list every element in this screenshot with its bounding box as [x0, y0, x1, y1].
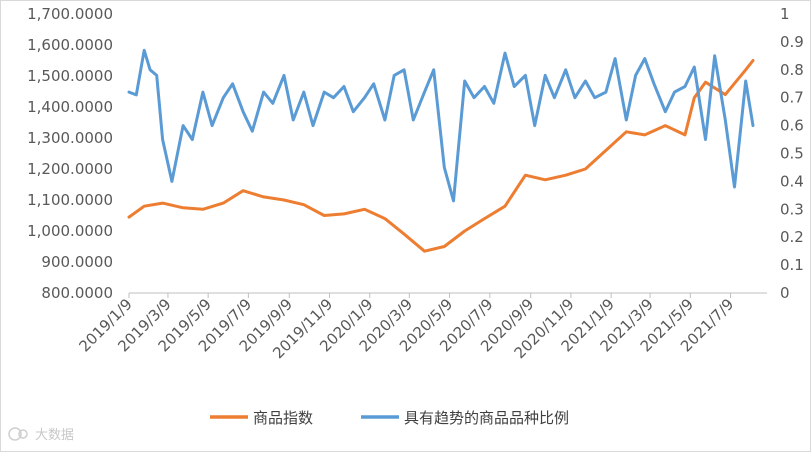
- legend: 商品指数 具有趋势的商品品种比例: [210, 409, 569, 427]
- y-right-tick-label: 0.4: [780, 172, 804, 190]
- series-lines: [127, 48, 755, 253]
- y-left-tick-label: 1,200.0000: [27, 160, 113, 178]
- y-left-tick-label: 1,400.0000: [27, 98, 113, 116]
- y-left-tick-label: 1,700.0000: [27, 5, 113, 23]
- y-right-tick-label: 0.9: [780, 33, 804, 51]
- y-right-tick-labels: 0 0.1 0.2 0.3 0.4 0.5 0.6 0.7 0.8 0.9 1: [780, 5, 804, 302]
- x-tick-labels: 2019/1/92019/3/92019/5/92019/7/92019/9/9…: [75, 293, 737, 362]
- y-left-tick-label: 1,500.0000: [27, 67, 113, 85]
- y-left-tick-label: 1,600.0000: [27, 36, 113, 54]
- y-right-tick-label: 0.2: [780, 228, 804, 246]
- legend-label: 商品指数: [253, 409, 313, 427]
- y-left-tick-label: 1,300.0000: [27, 129, 113, 147]
- y-right-tick-label: 1: [780, 5, 790, 23]
- series-line-trend-ratio: [127, 48, 755, 203]
- y-right-tick-label: 0.6: [780, 117, 804, 135]
- y-right-tick-label: 0.1: [780, 256, 804, 274]
- y-right-tick-label: 0.5: [780, 145, 804, 163]
- y-right-tick-label: 0.7: [780, 89, 804, 107]
- y-right-tick-label: 0.3: [780, 200, 804, 218]
- y-left-tick-label: 1,100.0000: [27, 191, 113, 209]
- legend-label: 具有趋势的商品品种比例: [404, 409, 569, 427]
- series-line-commodity-index: [127, 59, 755, 253]
- y-right-tick-label: 0.8: [780, 61, 804, 79]
- y-left-tick-label: 800.0000: [41, 284, 113, 302]
- y-left-tick-label: 900.0000: [41, 253, 113, 271]
- y-left-tick-label: 1,000.0000: [27, 222, 113, 240]
- y-left-tick-labels: 800.0000 900.0000 1,000.0000 1,100.0000 1,20…: [27, 5, 113, 302]
- watermark-logo: 大数据: [8, 427, 74, 443]
- y-right-tick-label: 0: [780, 284, 790, 302]
- svg-text:大数据: 大数据: [35, 428, 74, 443]
